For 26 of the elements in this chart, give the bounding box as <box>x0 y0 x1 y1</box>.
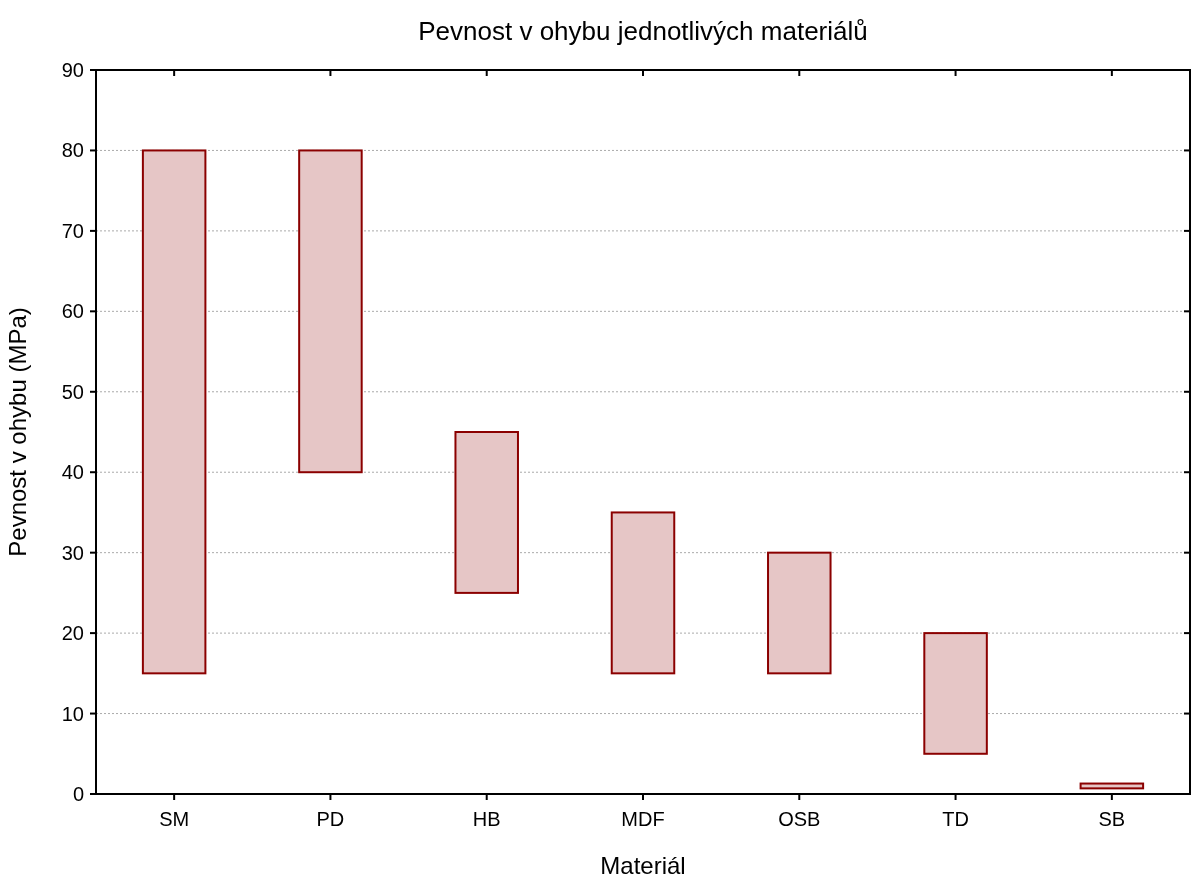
bar <box>141 149 207 675</box>
y-tick-label: 10 <box>61 702 84 725</box>
y-tick-label: 30 <box>61 541 84 564</box>
y-tick-label: 60 <box>61 300 84 323</box>
y-tick-label: 50 <box>61 380 84 403</box>
y-tick-label: 90 <box>61 59 84 81</box>
x-tick-label: OSB <box>778 808 821 830</box>
y-tick-label: 20 <box>61 622 84 645</box>
bar <box>767 551 832 675</box>
y-tick-label: 70 <box>61 219 84 242</box>
x-tick-label: PD <box>316 808 345 830</box>
x-tick-label: TD <box>942 808 969 830</box>
x-tick-label: SM <box>159 808 190 830</box>
chart-title: Pevnost v ohybu jednotlivých materiálů <box>418 16 868 46</box>
y-tick-label: 0 <box>72 783 84 805</box>
x-axis-title: Materiál <box>600 852 686 879</box>
bar <box>610 511 676 675</box>
bar <box>454 431 519 594</box>
y-tick-label: 80 <box>61 139 84 162</box>
bar <box>923 632 988 755</box>
x-tick-label: MDF <box>621 808 665 830</box>
y-axis-title: Pevnost v ohybu (MPa) <box>4 307 31 557</box>
bar <box>298 149 363 474</box>
x-tick-label: SB <box>1098 808 1126 830</box>
x-tick-label: HB <box>472 808 501 830</box>
y-tick-label: 40 <box>61 461 84 484</box>
